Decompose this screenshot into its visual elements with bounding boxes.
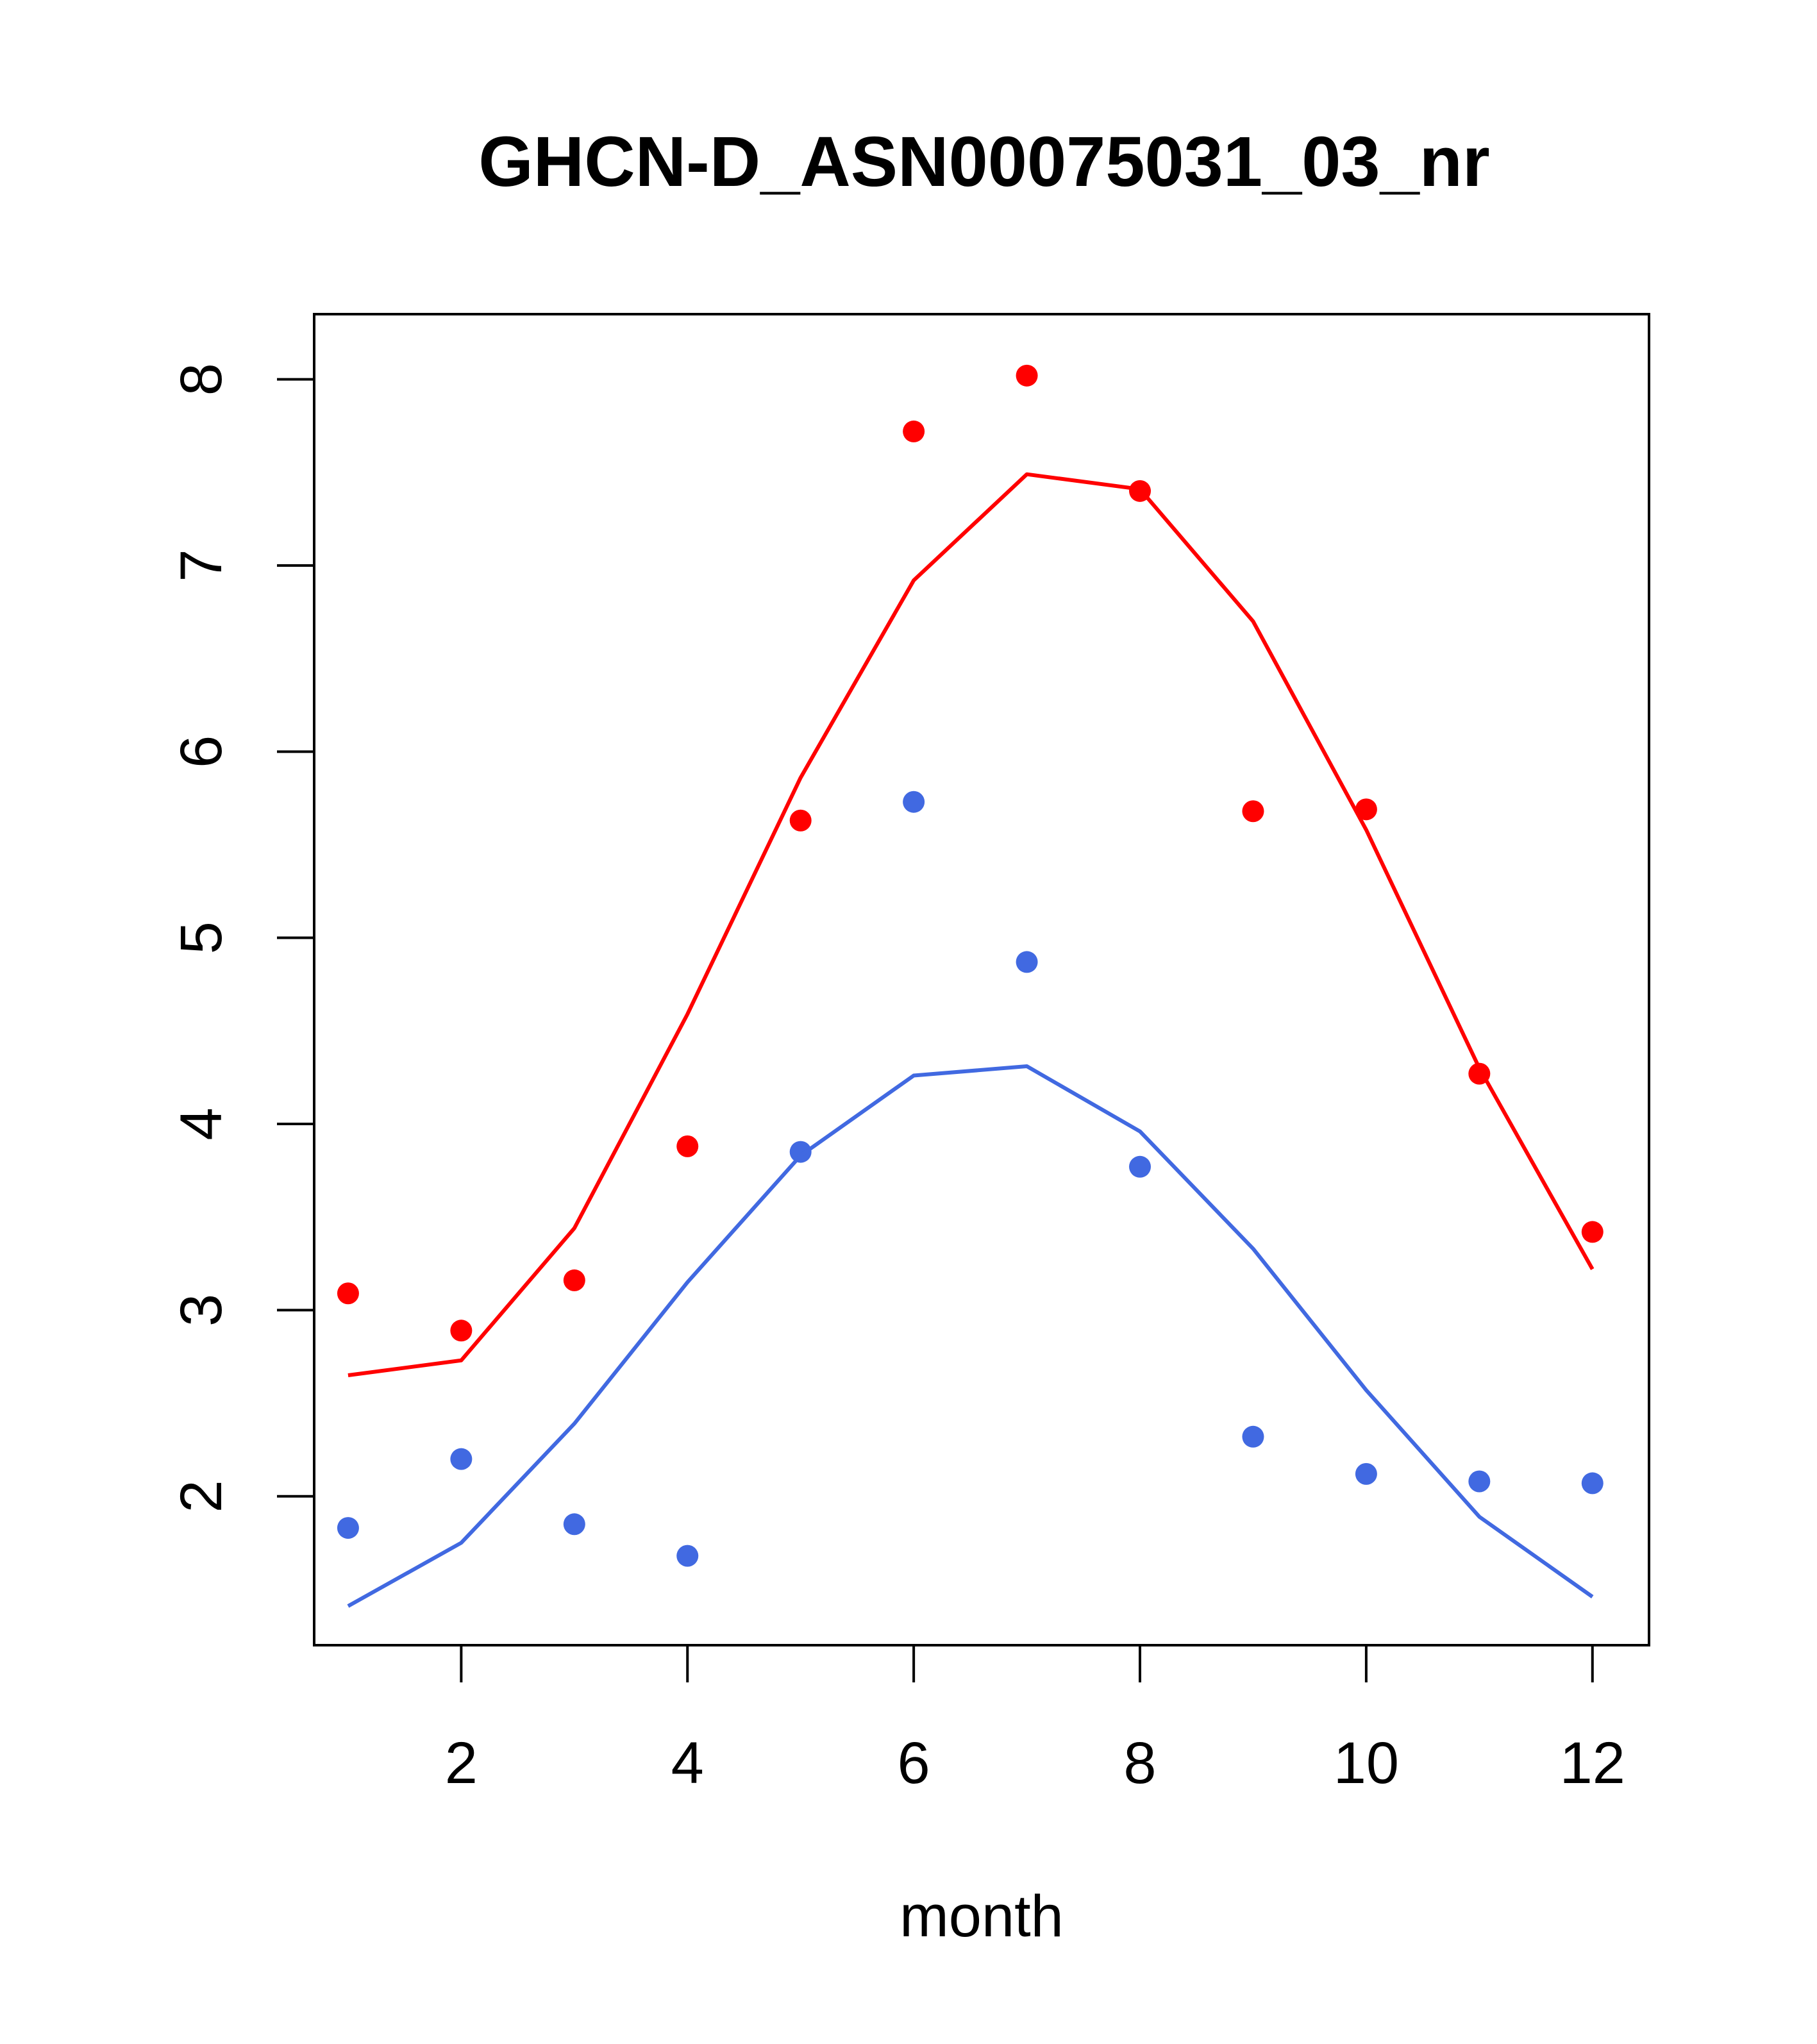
data-point <box>1016 951 1038 973</box>
series-line-1 <box>347 472 1595 1377</box>
y-axis: 2 3 4 5 6 7 8 <box>169 363 314 1512</box>
x-axis-label: month <box>900 1884 1064 1949</box>
data-point <box>676 1135 699 1157</box>
data-point <box>1355 1462 1377 1485</box>
data-point <box>1016 364 1038 387</box>
chart-title: GHCN-D_ASN00075031_03_nr <box>478 122 1490 201</box>
plot-frame <box>313 313 1650 1646</box>
data-point <box>1355 798 1377 821</box>
data-point <box>1468 1470 1491 1493</box>
data-point <box>1581 1472 1603 1495</box>
data-point <box>450 1448 473 1470</box>
x-tick-label: 6 <box>898 1730 930 1796</box>
data-point <box>789 809 812 832</box>
y-tick-label: 2 <box>169 1480 234 1512</box>
y-tick-label: 5 <box>169 921 234 954</box>
x-axis: 2 4 6 8 10 12 <box>445 1645 1625 1796</box>
series-layer <box>337 364 1603 1608</box>
data-point <box>1581 1221 1603 1243</box>
data-point <box>563 1513 585 1536</box>
x-tick-label: 8 <box>1123 1730 1156 1796</box>
y-tick-label: 8 <box>169 363 234 396</box>
data-point <box>337 1282 359 1305</box>
y-tick-label: 6 <box>169 735 234 768</box>
y-tick-label: 4 <box>169 1107 234 1140</box>
x-tick-label: 12 <box>1560 1730 1625 1796</box>
y-tick-label: 3 <box>169 1294 234 1327</box>
data-point <box>563 1269 585 1291</box>
x-tick-label: 4 <box>671 1730 704 1796</box>
y-tick-label: 7 <box>169 549 234 582</box>
series-line-3 <box>347 1064 1594 1608</box>
data-point <box>676 1545 699 1567</box>
data-point <box>903 420 925 442</box>
data-point <box>450 1319 473 1342</box>
data-point <box>789 1141 812 1163</box>
data-point <box>337 1517 359 1539</box>
data-point <box>1242 800 1264 823</box>
x-tick-label: 2 <box>445 1730 478 1796</box>
x-tick-label: 10 <box>1334 1730 1399 1796</box>
data-point <box>1129 1155 1151 1178</box>
data-point <box>903 791 925 813</box>
data-point <box>1242 1425 1264 1448</box>
